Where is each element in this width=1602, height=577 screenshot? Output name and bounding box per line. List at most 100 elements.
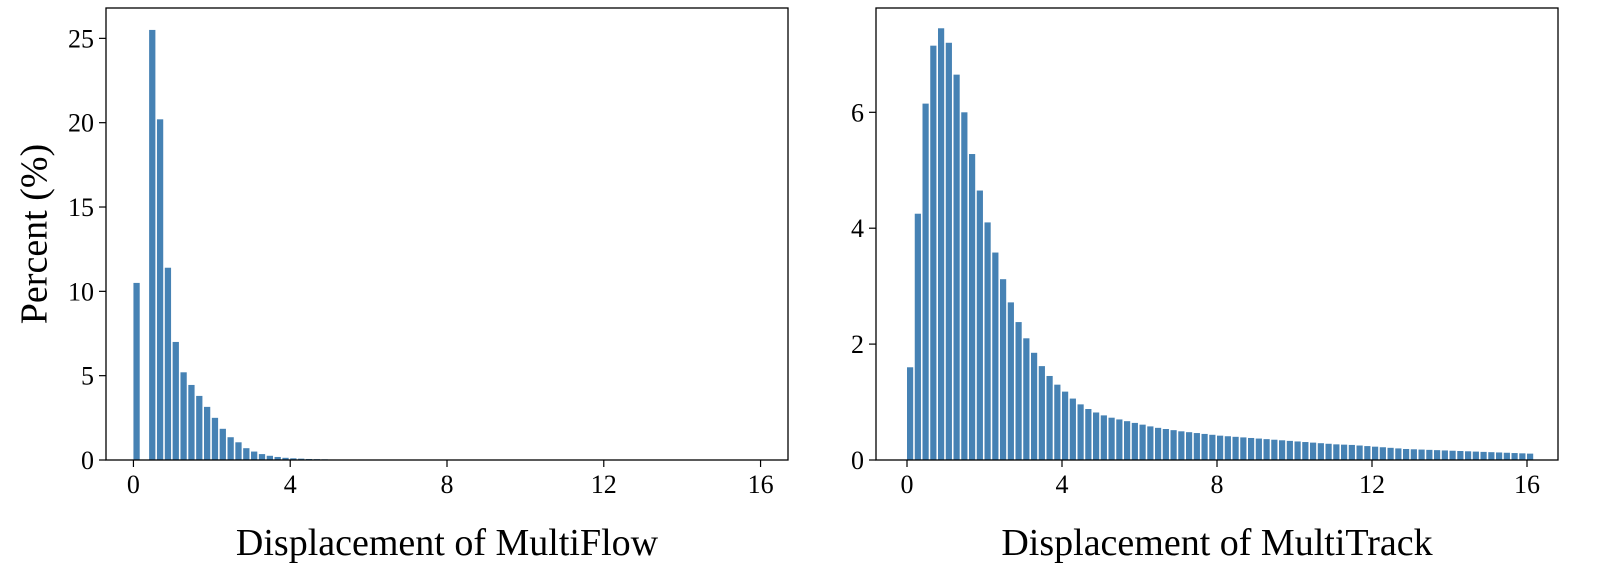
bar [1480,451,1487,460]
bar [1162,428,1169,460]
bars-multiflow [133,29,360,461]
bar [1410,449,1417,460]
bar [1317,443,1324,460]
bar [1054,384,1061,460]
x-axis-label-multiflow: Displacement of MultiFlow [236,522,659,564]
plot-frame-multiflow [105,7,789,461]
bar [1503,452,1510,460]
bar [953,74,960,461]
bar [211,417,219,460]
bar [1511,453,1518,460]
bar [180,372,187,460]
bar [984,222,991,460]
bar [172,341,179,460]
x-tick-label: 0 [127,470,140,499]
bar [938,28,945,461]
bar [1441,450,1448,460]
bar [1000,279,1007,460]
chart-multitrack: 0 4 8 12 16 0 2 4 6 Displacement of MultiTrack [851,7,1559,564]
bar [1085,409,1092,460]
y-tick-label: 10 [68,277,94,306]
bar [196,395,203,460]
chart-multiflow: 0 4 8 12 16 0 5 10 15 20 25 Displacement of Multi… [14,7,789,564]
bar [1496,452,1503,460]
bar [1379,447,1386,460]
bar [219,428,226,460]
bar [1108,417,1115,460]
bar [1038,366,1045,460]
bar [1325,443,1332,460]
bar [251,451,258,460]
bar [1465,451,1472,460]
bar [227,437,234,460]
bar [1193,433,1200,460]
bar [149,29,156,460]
bar [203,406,211,460]
y-axis-ticks-multiflow: 0 5 10 15 20 25 [68,24,106,475]
bar [1271,439,1278,460]
x-tick-label: 16 [748,470,774,499]
bar [1387,447,1394,460]
bar [1356,445,1363,460]
bar [1294,441,1301,460]
bar [188,384,195,460]
x-tick-label: 8 [1211,470,1224,499]
bar [1240,437,1247,460]
bar [922,103,929,460]
x-tick-label: 12 [1359,470,1385,499]
bar [945,42,952,461]
bar [1341,444,1348,460]
bar [1023,338,1030,460]
bar [1364,446,1371,460]
y-axis-label: Percent (%) [14,144,56,324]
bar [1093,412,1100,460]
bar [1031,352,1038,460]
bar [243,448,250,460]
bar [1232,436,1239,460]
bar [1139,424,1146,460]
y-tick-label: 20 [68,109,94,138]
bar [1100,415,1107,460]
bar [1310,442,1317,460]
bar [1418,449,1425,460]
bar [282,457,289,460]
bar [1395,448,1402,460]
bar [1279,440,1286,460]
bar [133,282,140,460]
bar [1286,440,1293,460]
bar [266,455,273,460]
x-tick-label: 12 [591,470,617,499]
bar [1434,450,1441,460]
bar [1209,434,1216,460]
bar [1147,426,1154,460]
x-tick-label: 4 [284,470,297,499]
bar [1372,446,1379,460]
bar [1426,449,1433,460]
y-tick-label: 4 [851,214,864,243]
x-tick-label: 4 [1056,470,1069,499]
y-tick-label: 25 [68,24,94,53]
bar [1201,433,1208,460]
bars-multitrack [907,28,1534,461]
bar [274,456,281,460]
bar [1472,451,1479,460]
x-axis-label-multitrack: Displacement of MultiTrack [1001,522,1432,564]
bar [1007,302,1014,460]
bar [976,190,983,461]
bar [1062,391,1069,460]
bar [969,154,976,460]
bar [1046,375,1053,460]
bar [1488,452,1495,460]
bar [1124,421,1131,460]
bar [961,112,968,461]
y-tick-label: 5 [81,362,94,391]
bar [907,367,914,460]
x-tick-label: 8 [441,470,454,499]
bar [156,119,164,461]
y-axis-ticks-multitrack: 0 2 4 6 [851,98,876,475]
bar [1457,451,1464,460]
x-tick-label: 16 [1514,470,1540,499]
bar [1170,430,1177,460]
y-tick-label: 0 [851,446,864,475]
